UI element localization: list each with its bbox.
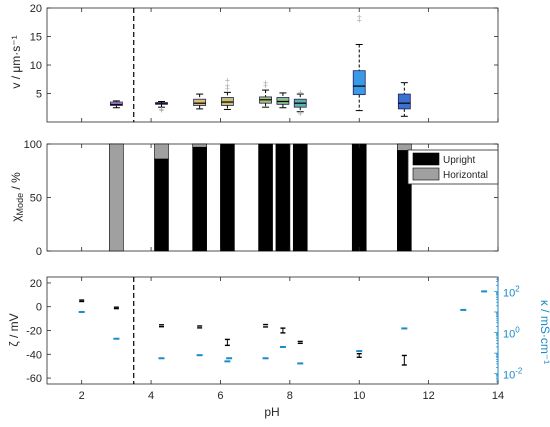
mode-legend: Upright Horizontal bbox=[407, 149, 499, 185]
bar-upright bbox=[292, 143, 308, 252]
bar-upright bbox=[154, 158, 169, 252]
bar-horizontal bbox=[397, 143, 412, 151]
box-outlier: + bbox=[225, 75, 230, 85]
ph-xtick-label: 10 bbox=[353, 390, 365, 402]
zeta-ytick-label: -40 bbox=[26, 349, 42, 361]
zeta-ytick-label: -60 bbox=[26, 373, 42, 385]
box-body bbox=[193, 98, 207, 106]
box-outlier: + bbox=[298, 87, 303, 97]
velocity-ytick-label: 20 bbox=[30, 3, 42, 15]
ph-xtick-label: 12 bbox=[422, 390, 434, 402]
box-body bbox=[352, 70, 366, 96]
box-outlier: + bbox=[225, 81, 230, 91]
conductivity-ytick-label: 10-2 bbox=[503, 367, 523, 382]
ph-xtick-label: 4 bbox=[148, 390, 154, 402]
velocity-ytick-label: 5 bbox=[36, 89, 42, 101]
mode-ytick-label: 100 bbox=[24, 139, 42, 151]
velocity-ytick-label: 10 bbox=[30, 60, 42, 72]
ph-xtick-label: 6 bbox=[217, 390, 223, 402]
ph-xtick-label: 8 bbox=[287, 390, 293, 402]
bar-upright bbox=[275, 143, 291, 252]
conductivity-ytick-label: 102 bbox=[503, 284, 520, 299]
bar-horizontal bbox=[192, 143, 207, 148]
conductivity-ytick-label: 100 bbox=[503, 326, 520, 341]
box-outlier: + bbox=[263, 78, 268, 88]
bar-horizontal bbox=[154, 143, 169, 160]
ph-xtick-label: 2 bbox=[79, 390, 85, 402]
mode-ytick-label: 50 bbox=[30, 193, 42, 205]
box-outlier: + bbox=[298, 109, 303, 119]
mode-ytick-label: 0 bbox=[36, 246, 42, 258]
ph-axis-label: pH bbox=[264, 405, 279, 419]
ph-xtick-label: 14 bbox=[492, 390, 504, 402]
box-outlier: + bbox=[159, 106, 164, 116]
box-outlier: + bbox=[357, 12, 362, 22]
bar-upright bbox=[192, 146, 207, 252]
mode-axis-label: χMode / % bbox=[9, 172, 25, 222]
zeta-ytick-label: -20 bbox=[26, 326, 42, 338]
velocity-axis-label: v / μm·s⁻¹ bbox=[9, 35, 23, 88]
box-outlier: + bbox=[263, 81, 268, 91]
zeta-axis-label: ζ / mV bbox=[7, 313, 21, 346]
legend-label-upright: Upright bbox=[443, 155, 475, 166]
zeta-conductivity-panel: 20 0 -20 -40 -60 102 100 10-2 2 4 6 8 10 12 14 bbox=[26, 276, 523, 402]
bar-upright bbox=[351, 143, 367, 252]
bar-upright bbox=[258, 143, 273, 252]
box-outlier: + bbox=[225, 84, 230, 94]
legend-swatch-horizontal bbox=[412, 167, 440, 181]
zeta-ytick-label: 0 bbox=[36, 302, 42, 314]
zeta-plot-area bbox=[46, 276, 499, 385]
box-outlier: + bbox=[159, 104, 164, 114]
legend-swatch-upright bbox=[412, 152, 440, 166]
conductivity-axis-label: κ / mS·cm⁻¹ bbox=[538, 300, 550, 364]
legend-label-horizontal: Horizontal bbox=[443, 170, 488, 181]
zeta-ytick-label: 20 bbox=[30, 278, 42, 290]
bar-upright bbox=[220, 143, 235, 252]
box-body bbox=[397, 93, 411, 110]
box-outlier: + bbox=[357, 16, 362, 26]
bar-horizontal bbox=[109, 143, 124, 252]
velocity-ytick-label: 15 bbox=[30, 32, 42, 44]
